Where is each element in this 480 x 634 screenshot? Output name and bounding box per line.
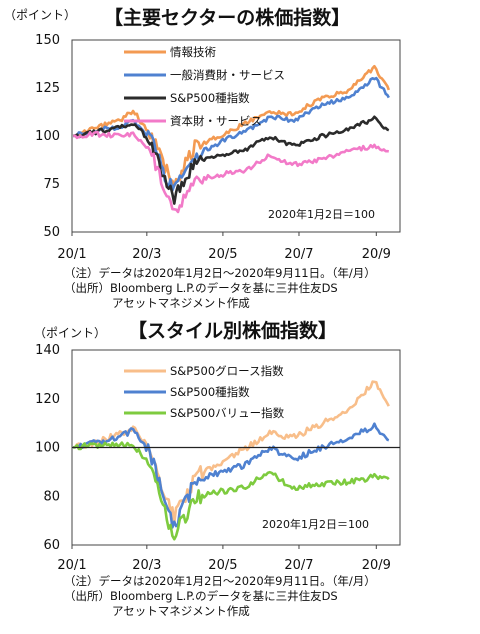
- series-line: [73, 130, 389, 214]
- y-tick-label: 80: [43, 489, 60, 504]
- chart2-title: 【スタイル別株価指数】: [128, 320, 338, 342]
- legend-label: S&P500バリュー指数: [170, 406, 285, 420]
- x-tick-label: 20/9: [362, 247, 391, 262]
- plot-frame: [71, 39, 401, 233]
- y-tick-label: 100: [35, 129, 60, 144]
- x-tick-label: 20/1: [57, 558, 86, 573]
- legend-label: S&P500種指数: [170, 385, 250, 399]
- y-tick-label: 100: [35, 441, 60, 456]
- chart2-note-3: アセットマネジメント作成: [112, 604, 250, 618]
- legend-label: 一般消費財・サービス: [170, 68, 285, 82]
- y-tick-label: 75: [43, 177, 60, 192]
- legend-label: 情報技術: [170, 45, 216, 59]
- x-tick-label: 20/7: [284, 247, 313, 262]
- legend-label: 資本財・サービス: [170, 114, 262, 128]
- series-line: [73, 441, 390, 541]
- chart1-title: 【主要セクターの株価指数】: [104, 7, 351, 29]
- y-tick-label: 140: [35, 343, 60, 358]
- chart1-note-3: アセットマネジメント作成: [112, 296, 250, 310]
- series-line: [72, 76, 390, 192]
- x-tick-label: 20/1: [57, 247, 86, 262]
- chart2-base-note: 2020年1月2日＝100: [262, 517, 369, 531]
- series-line: [72, 115, 390, 205]
- x-tick-label: 20/5: [208, 558, 237, 573]
- series-line: [72, 380, 390, 525]
- legend-label: S&P500グロース指数: [170, 364, 284, 378]
- series-line: [72, 422, 390, 529]
- x-tick-label: 20/3: [132, 558, 161, 573]
- series-line: [72, 64, 391, 188]
- x-tick-label: 20/9: [362, 558, 391, 573]
- chart1-note-2: （出所）Bloomberg L.P.のデータを基に三井住友DS: [64, 281, 338, 295]
- chart1-base-note: 2020年1月2日＝100: [268, 207, 375, 221]
- chart2-note-1: （注）データは2020年1月2日～2020年9月11日。（年/月）: [64, 574, 376, 588]
- chart2-unit-label: （ポイント）: [34, 326, 107, 340]
- x-tick-label: 20/3: [132, 247, 161, 262]
- chart2-note-2: （出所）Bloomberg L.P.のデータを基に三井住友DS: [64, 589, 338, 603]
- legend-label: S&P500種指数: [170, 91, 250, 105]
- chart1-unit-label: （ポイント）: [4, 8, 77, 22]
- y-tick-label: 150: [35, 33, 60, 48]
- y-tick-label: 125: [35, 81, 60, 96]
- y-tick-label: 120: [35, 392, 60, 407]
- x-tick-label: 20/5: [208, 247, 237, 262]
- y-tick-label: 60: [43, 538, 60, 553]
- x-tick-label: 20/7: [284, 558, 313, 573]
- chart1-note-1: （注）データは2020年1月2日～2020年9月11日。（年/月）: [64, 266, 376, 280]
- y-tick-label: 50: [43, 225, 60, 240]
